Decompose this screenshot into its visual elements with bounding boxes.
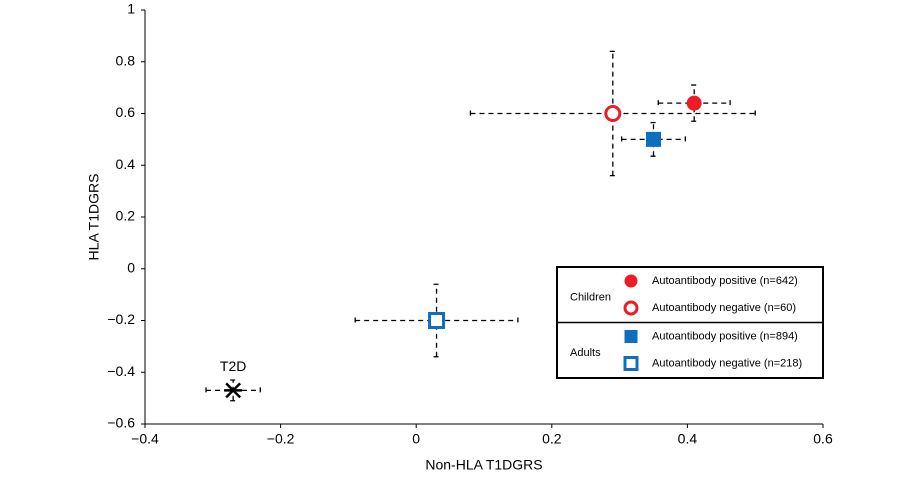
x-tick-label: −0.2 bbox=[267, 431, 295, 447]
y-tick-label: −0.2 bbox=[107, 311, 135, 327]
x-axis-label: Non-HLA T1DGRS bbox=[425, 457, 542, 473]
point bbox=[604, 105, 622, 122]
legend-group-label: Adults bbox=[570, 347, 601, 359]
y-tick-label: 0 bbox=[127, 259, 135, 275]
legend-label: Autoantibody positive (n=894) bbox=[652, 330, 798, 342]
x-error-bar bbox=[657, 100, 731, 107]
x-tick-label: 0.2 bbox=[542, 431, 562, 447]
y-tick-label: 0.8 bbox=[116, 52, 136, 68]
legend-marker bbox=[624, 330, 638, 343]
x-tick-label: 0.4 bbox=[678, 431, 698, 447]
legend-label: Autoantibody negative (n=218) bbox=[652, 357, 802, 369]
y-tick-label: 0.4 bbox=[116, 156, 136, 172]
x-error-bar bbox=[469, 110, 756, 117]
legend-label: Autoantibody negative (n=60) bbox=[652, 302, 796, 314]
legend-marker bbox=[623, 300, 639, 316]
y-tick-label: 0.6 bbox=[116, 104, 136, 120]
y-tick-label: −0.4 bbox=[107, 363, 135, 379]
y-axis-label: HLA T1DGRS bbox=[86, 174, 102, 261]
point bbox=[224, 382, 243, 399]
y-tick-label: 1 bbox=[127, 1, 135, 17]
legend-marker bbox=[624, 274, 638, 288]
legend-marker bbox=[623, 356, 639, 371]
legend-group-label: Children bbox=[570, 292, 611, 304]
x-tick-label: −0.4 bbox=[131, 431, 159, 447]
y-error-bar bbox=[650, 121, 657, 157]
point bbox=[686, 95, 702, 111]
y-tick-label: −0.6 bbox=[107, 415, 135, 431]
x-tick-label: 0 bbox=[412, 431, 420, 447]
y-tick-label: 0.2 bbox=[116, 208, 136, 224]
point-label: T2D bbox=[220, 358, 246, 374]
y-error-bar bbox=[609, 50, 616, 177]
point bbox=[646, 131, 661, 147]
legend-label: Autoantibody positive (n=642) bbox=[652, 275, 798, 287]
point bbox=[428, 312, 446, 329]
x-tick-label: 0.6 bbox=[813, 431, 833, 447]
